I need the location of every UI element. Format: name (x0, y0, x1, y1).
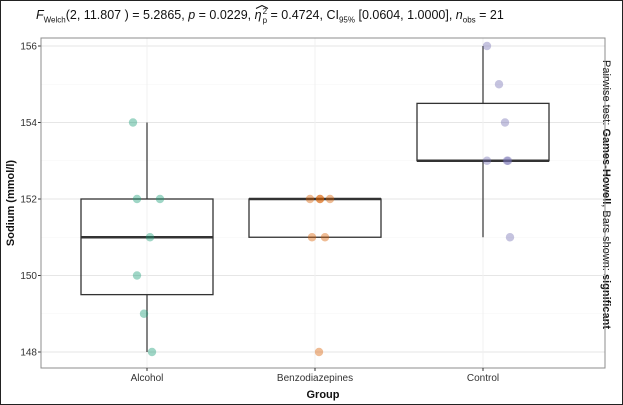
data-point (132, 194, 142, 204)
data-point (503, 156, 513, 165)
data-point (315, 194, 325, 204)
data-point (128, 118, 138, 127)
n-sub: obs (462, 15, 476, 25)
box-control (416, 46, 550, 238)
data-point (145, 233, 155, 242)
y-tick-label: 154 (20, 118, 37, 129)
y-tick-label: 152 (20, 195, 37, 206)
p-value: = 0.0229, (198, 8, 252, 22)
y-tick-label: 148 (20, 348, 37, 359)
data-point (482, 156, 492, 165)
data-point (155, 194, 165, 204)
data-point (305, 194, 315, 204)
p-label: p (188, 8, 196, 22)
y-tick-label: 156 (20, 42, 37, 53)
data-point (505, 233, 515, 242)
data-point (320, 233, 330, 242)
box-benzodiazepines (248, 197, 382, 238)
effsize-sub: p (262, 15, 268, 25)
data-point (502, 156, 512, 165)
n-label: n (455, 8, 463, 22)
stat-sub: Welch (43, 15, 66, 25)
data-point (482, 41, 492, 51)
box-iqr (80, 198, 214, 296)
data-point (139, 309, 149, 318)
stat-label: F (36, 8, 44, 22)
df: (2, 11.807 ) (65, 8, 129, 22)
effsize-value: = 0.4724, (270, 8, 323, 22)
y-axis-label: Sodium (mmol/l) (5, 160, 17, 247)
ci-value: [0.0604, 1.0000], (358, 8, 453, 22)
ci-label: CI (326, 8, 339, 22)
data-point (314, 347, 324, 357)
data-point (315, 194, 325, 204)
hat-accent-icon (255, 5, 268, 9)
data-point (494, 80, 504, 89)
n-value: = 21 (479, 8, 504, 22)
chart-title: FWelch(2, 11.807 ) = 5.2865, p = 0.0229,… (36, 4, 504, 32)
x-tick-label: Control (467, 373, 499, 384)
data-point (325, 194, 335, 204)
data-point (500, 118, 510, 127)
x-tick-label: Benzodiazepines (277, 373, 353, 384)
panel-border (40, 37, 606, 369)
effsize-label: η (254, 8, 262, 22)
data-point (147, 347, 157, 357)
y-tick-label: 150 (20, 271, 37, 282)
ci-sub: 95% (338, 15, 355, 25)
x-tick-label: Alcohol (131, 373, 164, 384)
data-point (132, 271, 142, 280)
stat-value: = 5.2865, (132, 8, 185, 22)
box-alcohol (80, 122, 214, 352)
data-point (307, 233, 317, 242)
x-axis-label: Group (307, 389, 340, 401)
effsize-sup: 2 (262, 6, 268, 16)
